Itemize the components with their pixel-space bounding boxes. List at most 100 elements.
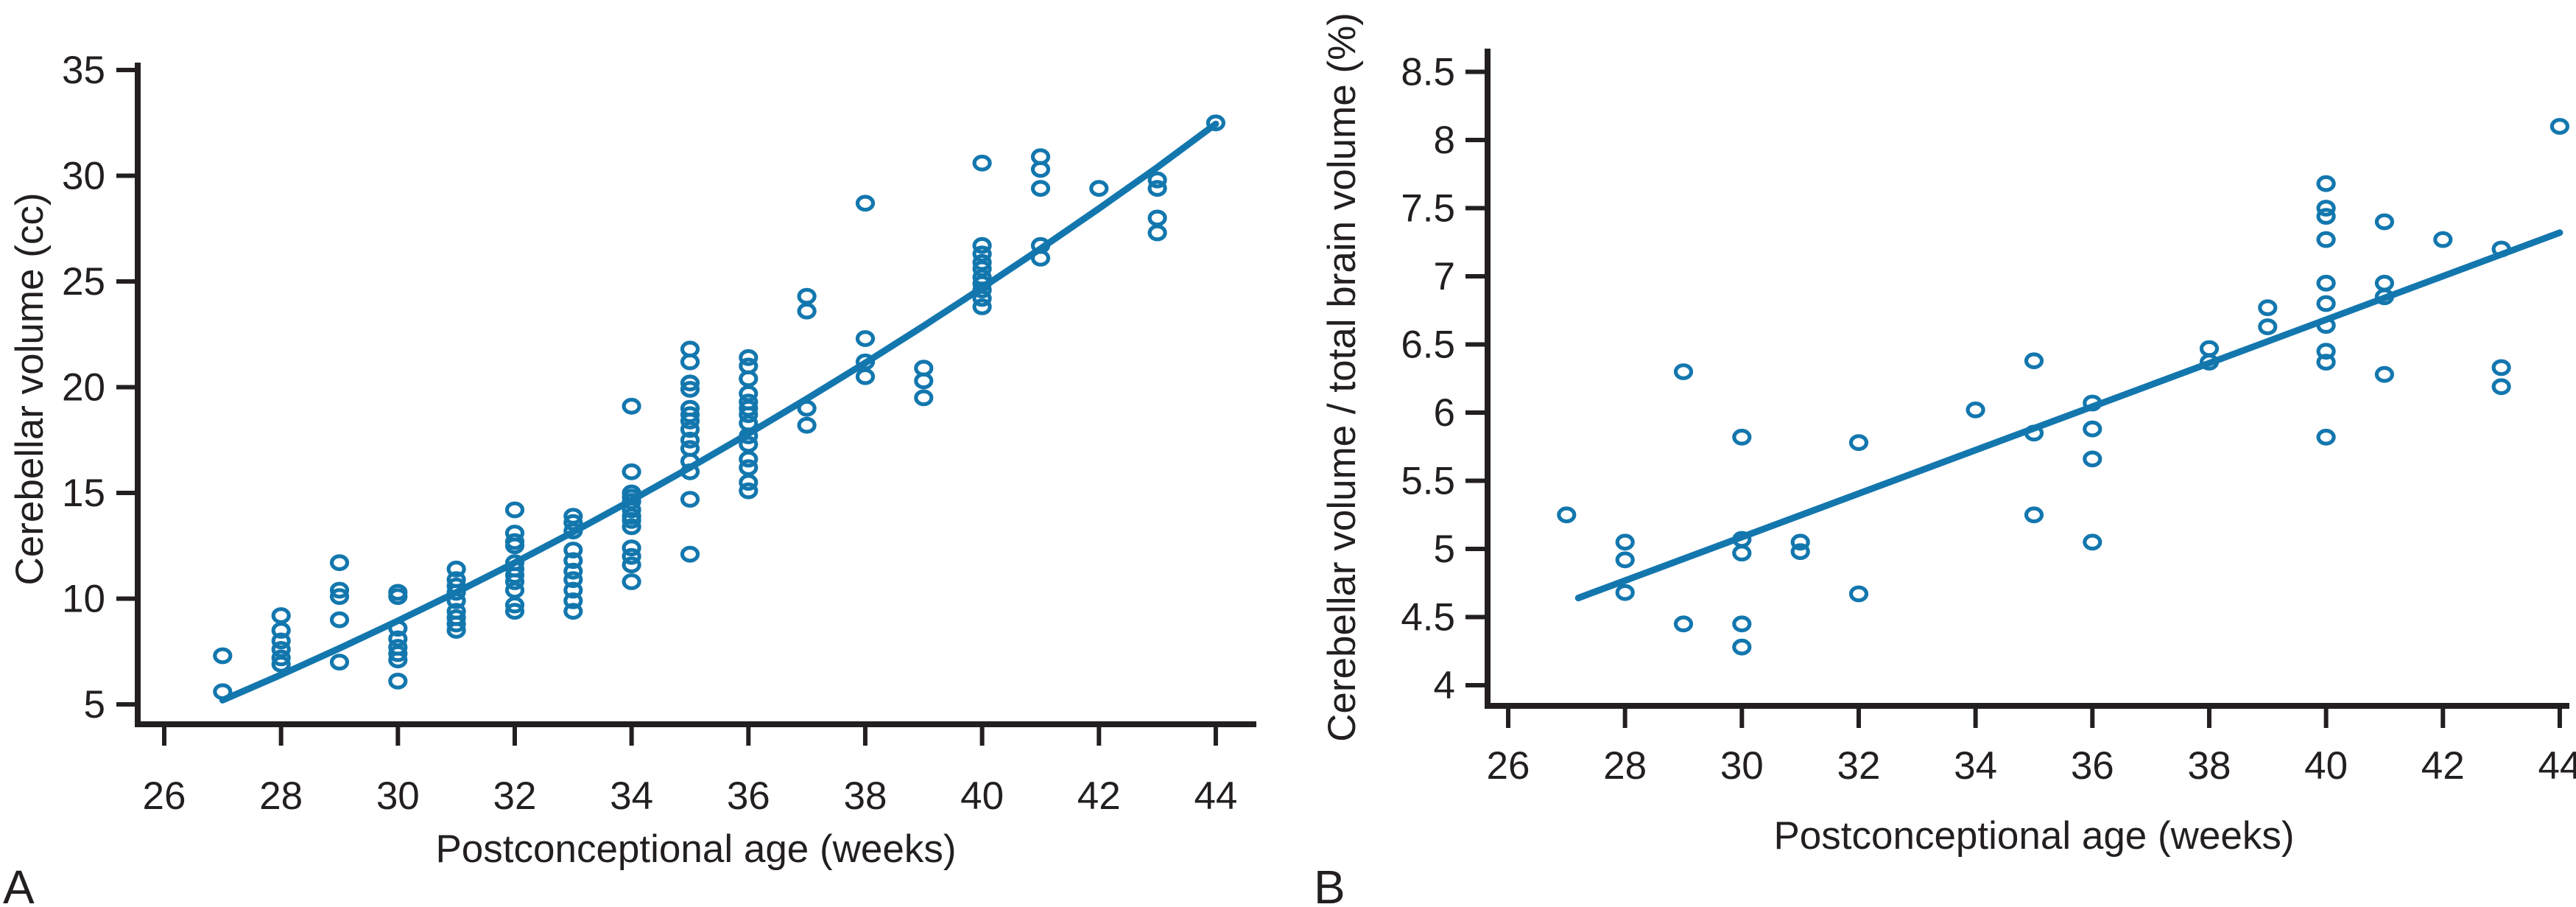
x-tick-label: 44 <box>1194 774 1237 818</box>
data-point <box>2491 240 2511 258</box>
data-point <box>680 381 700 398</box>
data-point <box>504 581 525 599</box>
y-tick-label: 25 <box>62 260 105 304</box>
y-tick-label: 6 <box>1434 391 1455 435</box>
data-point <box>388 673 408 690</box>
data-point <box>739 406 759 424</box>
data-point <box>2083 450 2102 468</box>
data-point <box>680 374 700 392</box>
data-point <box>622 518 641 536</box>
data-point <box>680 491 700 508</box>
data-point <box>329 588 350 605</box>
y-tick-label: 5 <box>84 683 105 726</box>
data-point <box>2024 424 2044 442</box>
data-point <box>1673 363 1694 380</box>
data-point <box>2374 365 2394 383</box>
y-tick-label: 8 <box>1434 119 1455 162</box>
data-point <box>1147 171 1167 189</box>
panel-a-letter: A <box>3 861 35 907</box>
x-tick-label: 42 <box>2421 744 2465 788</box>
x-tick-label: 42 <box>1077 774 1121 818</box>
data-point <box>1790 543 1810 561</box>
data-point <box>271 632 291 650</box>
data-point <box>2316 354 2336 371</box>
data-point <box>504 537 525 555</box>
data-point <box>504 573 525 590</box>
data-point <box>271 607 291 624</box>
y-tick-label: 5.5 <box>1401 460 1455 503</box>
data-point <box>446 622 466 639</box>
y-tick-label: 4 <box>1434 664 1455 707</box>
x-tick-label: 40 <box>960 774 1004 818</box>
data-point <box>2316 175 2336 192</box>
x-tick-label: 26 <box>143 774 186 818</box>
data-point <box>914 372 934 390</box>
data-point <box>1147 224 1167 242</box>
x-tick-label: 28 <box>1603 744 1647 788</box>
data-point <box>622 556 641 573</box>
data-point <box>972 154 992 172</box>
data-point <box>563 514 583 531</box>
data-point <box>2258 318 2278 335</box>
data-point <box>388 645 408 662</box>
data-point <box>622 397 641 415</box>
data-point <box>680 452 700 470</box>
data-point <box>2083 394 2102 412</box>
data-point <box>2199 354 2220 371</box>
data-point <box>563 571 583 589</box>
data-point <box>972 281 992 298</box>
data-point <box>271 656 291 673</box>
data-point <box>1673 615 1694 633</box>
data-point <box>622 547 641 565</box>
data-point <box>2199 340 2220 357</box>
y-tick-label: 35 <box>62 49 105 92</box>
panel-a-x-axis-title: Postconceptional age (weeks) <box>435 827 956 871</box>
y-tick-label: 15 <box>62 472 105 515</box>
y-tick-label: 7 <box>1434 255 1455 298</box>
y-tick-label: 7.5 <box>1401 187 1455 231</box>
data-point <box>1147 180 1167 197</box>
data-point <box>446 584 466 601</box>
data-point <box>797 416 817 434</box>
data-point <box>797 399 817 417</box>
data-point <box>2258 299 2278 317</box>
data-point <box>563 592 583 609</box>
data-point <box>2024 506 2044 524</box>
data-point <box>1848 585 1869 603</box>
data-point <box>2316 343 2336 360</box>
data-point <box>2316 317 2336 335</box>
panel-b-data <box>1557 118 2569 656</box>
x-tick-label: 36 <box>727 774 770 818</box>
x-tick-label: 38 <box>843 774 887 818</box>
data-point <box>1557 506 1577 524</box>
data-point <box>622 573 641 590</box>
data-point <box>446 592 466 609</box>
data-point <box>680 431 700 449</box>
data-point <box>972 237 992 254</box>
data-point <box>855 368 876 385</box>
data-point <box>622 463 641 480</box>
panel-a: 26 28 30 32 34 36 38 40 42 44 5 10 15 20 25 30 35 Postco… <box>3 49 1256 907</box>
data-point <box>797 302 817 320</box>
data-point <box>739 427 759 444</box>
data-point <box>329 654 350 670</box>
data-point <box>680 545 700 563</box>
data-point <box>680 353 700 371</box>
data-point <box>2549 118 2569 135</box>
data-point <box>1966 401 1985 419</box>
data-point <box>739 435 759 453</box>
data-point <box>446 560 466 578</box>
panel-a-axes: 26 28 30 32 34 36 38 40 42 44 5 10 15 20 25 30 35 <box>62 49 1256 818</box>
data-point <box>329 554 350 572</box>
data-point <box>2316 208 2336 225</box>
x-tick-label: 30 <box>1720 744 1764 788</box>
data-point <box>914 389 934 407</box>
data-point <box>2374 288 2394 306</box>
data-point <box>1615 551 1635 569</box>
data-point <box>329 611 350 628</box>
data-point <box>1615 584 1635 601</box>
x-tick-label: 32 <box>493 774 537 818</box>
data-point <box>2024 352 2044 370</box>
data-point <box>2083 533 2102 551</box>
